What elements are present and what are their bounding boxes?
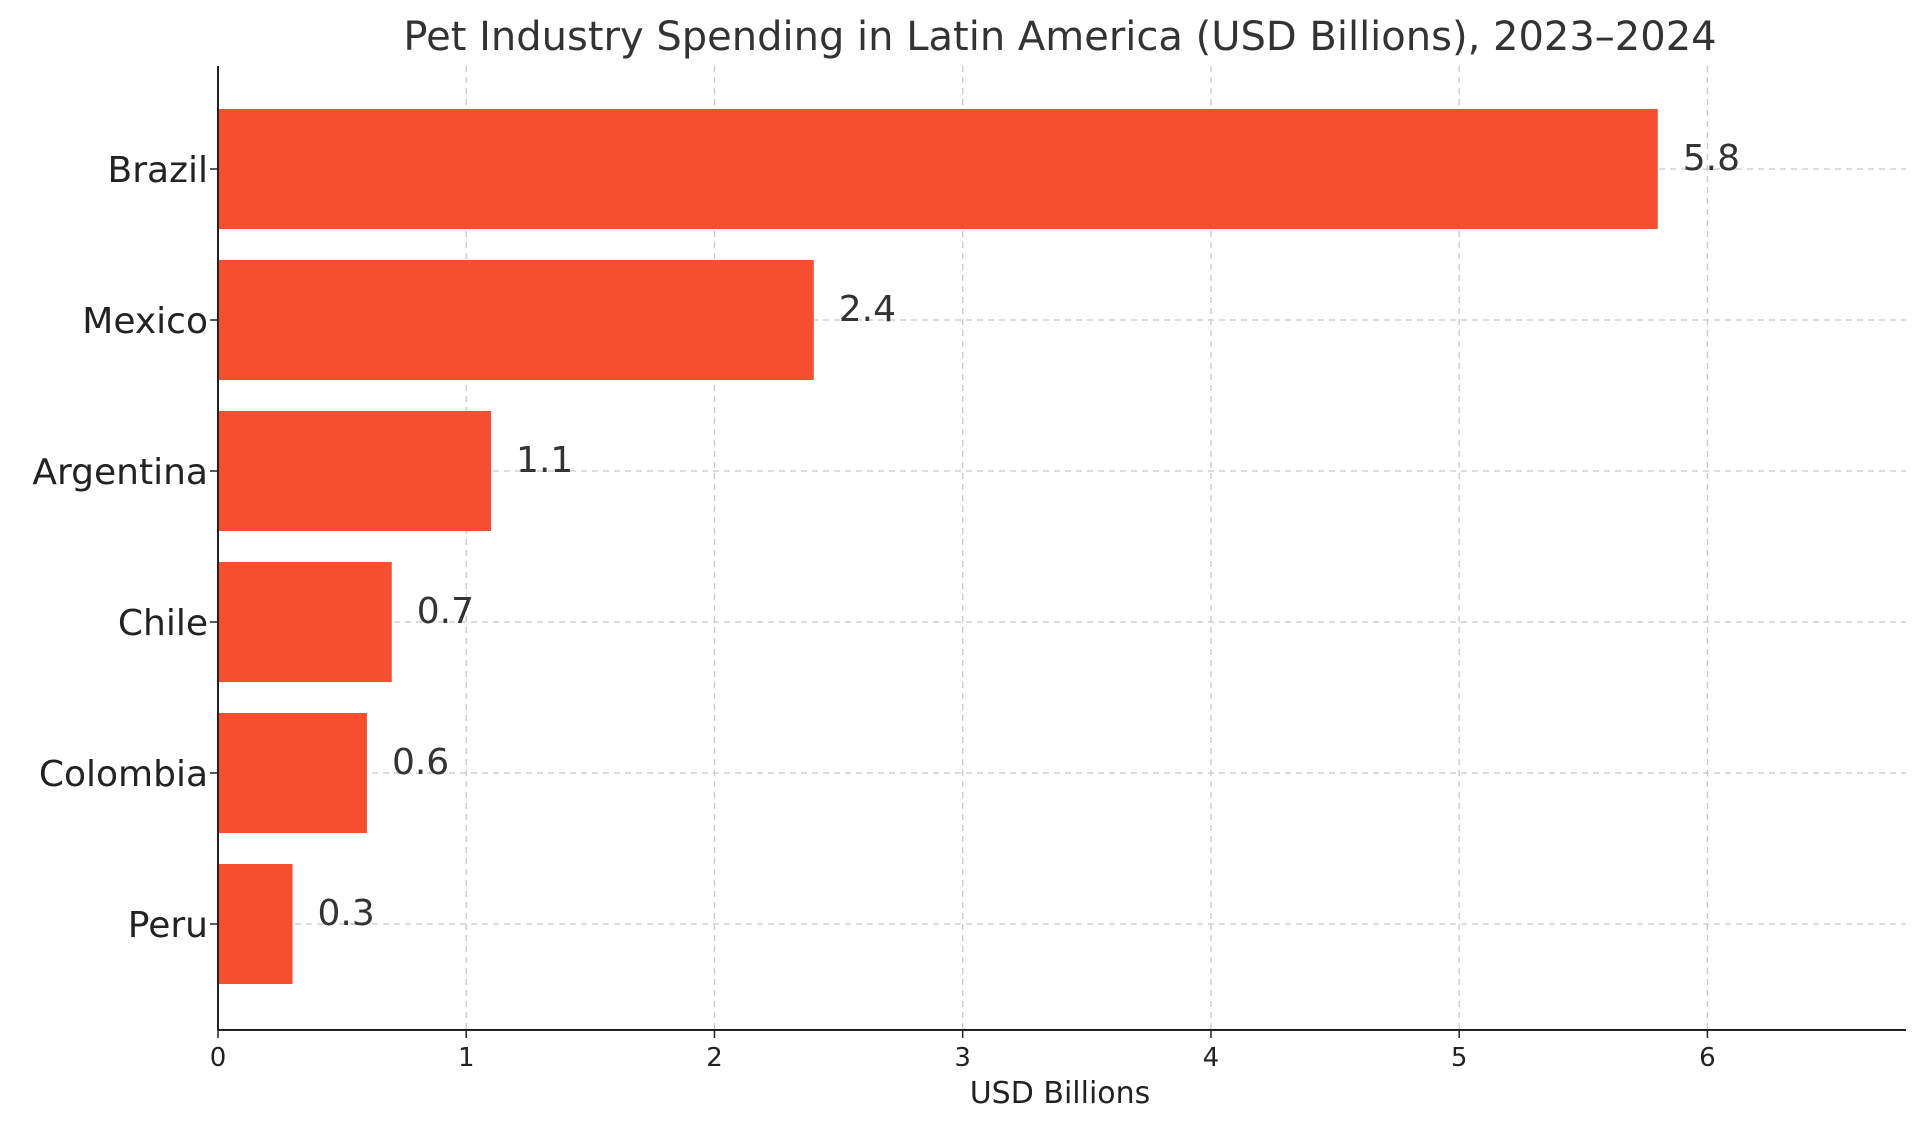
value-label-brazil: 5.8: [1683, 138, 1740, 179]
x-tick-label: 6: [1699, 1043, 1716, 1073]
grid-layer: [218, 66, 1906, 1030]
value-label-colombia: 0.6: [392, 742, 449, 783]
value-label-mexico: 2.4: [839, 289, 896, 330]
value-label-chile: 0.7: [417, 591, 474, 632]
x-tick-label: 2: [706, 1043, 723, 1073]
category-label-peru: Peru: [128, 905, 208, 946]
category-label-chile: Chile: [118, 603, 208, 644]
x-axis-label: USD Billions: [970, 1076, 1151, 1111]
labels-layer: Brazil 5.8 Mexico 2.4 Argentina 1.1 Chile 0.7 Co…: [32, 138, 1740, 1073]
bar-brazil: [218, 109, 1658, 229]
bar-mexico: [218, 260, 814, 380]
x-tick-label: 1: [458, 1043, 475, 1073]
x-tick-label: 3: [954, 1043, 971, 1073]
category-label-colombia: Colombia: [39, 754, 208, 795]
bar-chile: [218, 562, 392, 682]
bars-layer: [218, 109, 1658, 984]
x-tick-label: 0: [210, 1043, 227, 1073]
category-label-mexico: Mexico: [82, 301, 208, 342]
value-label-argentina: 1.1: [516, 440, 573, 481]
bar-peru: [218, 864, 293, 984]
category-label-argentina: Argentina: [32, 452, 208, 493]
value-label-peru: 0.3: [317, 893, 374, 934]
chart-title: Pet Industry Spending in Latin America (…: [403, 14, 1716, 60]
category-label-brazil: Brazil: [108, 150, 208, 191]
x-tick-label: 4: [1203, 1043, 1220, 1073]
bar-colombia: [218, 713, 367, 833]
axes-layer: [210, 66, 1906, 1038]
bar-argentina: [218, 411, 492, 531]
x-tick-label: 5: [1451, 1043, 1468, 1073]
